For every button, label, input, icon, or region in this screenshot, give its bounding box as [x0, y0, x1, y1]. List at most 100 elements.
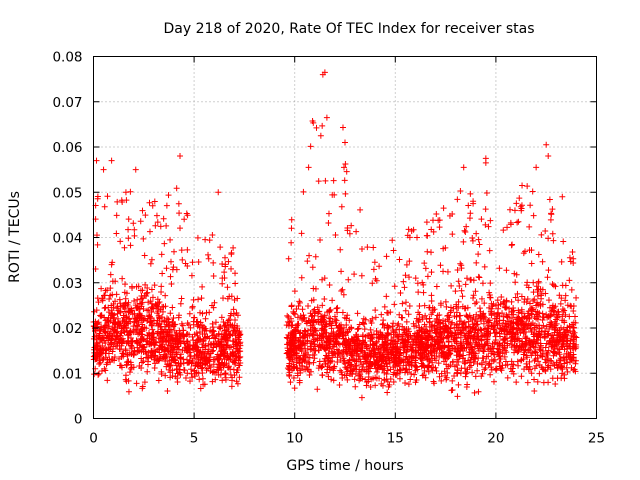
- data-point: [215, 360, 222, 367]
- data-point: [484, 333, 491, 340]
- data-point: [111, 330, 118, 337]
- data-point: [326, 282, 333, 289]
- data-point: [440, 205, 447, 212]
- data-point: [158, 370, 165, 377]
- data-point: [428, 249, 435, 256]
- data-point: [570, 307, 577, 314]
- data-point: [502, 323, 509, 330]
- data-point: [93, 332, 100, 339]
- data-point: [424, 363, 431, 370]
- data-point: [477, 326, 484, 333]
- data-point: [416, 302, 423, 309]
- data-point: [231, 297, 238, 304]
- data-point: [546, 196, 553, 203]
- data-point: [517, 329, 524, 336]
- data-point: [210, 272, 217, 279]
- data-point: [343, 342, 350, 349]
- data-point: [104, 377, 111, 384]
- data-point: [340, 164, 347, 171]
- data-point: [177, 300, 184, 307]
- data-point: [134, 340, 141, 347]
- data-point: [463, 223, 470, 230]
- data-point: [133, 327, 140, 334]
- data-point: [535, 339, 542, 346]
- data-point: [402, 362, 409, 369]
- data-point: [148, 331, 155, 338]
- data-point: [148, 286, 155, 293]
- data-point: [199, 375, 206, 382]
- data-point: [467, 328, 474, 335]
- data-point: [94, 320, 101, 327]
- data-point: [476, 241, 483, 248]
- data-point: [325, 373, 332, 380]
- data-point: [371, 259, 378, 266]
- data-point: [562, 297, 569, 304]
- data-point: [544, 314, 551, 321]
- data-point: [487, 371, 494, 378]
- data-point: [149, 305, 156, 312]
- data-point: [138, 296, 145, 303]
- y-tick-label: 0: [74, 412, 83, 428]
- data-point: [540, 379, 547, 386]
- data-point: [198, 365, 205, 372]
- data-point: [236, 340, 243, 347]
- data-point: [515, 297, 522, 304]
- data-point: [336, 382, 343, 389]
- data-point: [426, 315, 433, 322]
- data-point: [325, 220, 332, 227]
- data-point: [428, 321, 435, 328]
- data-point: [140, 235, 147, 242]
- data-point: [465, 202, 472, 209]
- data-point: [348, 222, 355, 229]
- data-point: [423, 323, 430, 330]
- data-point: [470, 198, 477, 205]
- data-point: [235, 357, 242, 364]
- data-point: [490, 358, 497, 365]
- data-point: [393, 340, 400, 347]
- data-point: [320, 333, 327, 340]
- data-point: [383, 253, 390, 260]
- data-point: [545, 235, 552, 242]
- data-point: [313, 124, 320, 131]
- data-point: [558, 258, 565, 265]
- data-point: [491, 310, 498, 317]
- data-point: [475, 355, 482, 362]
- data-point: [230, 244, 237, 251]
- data-point: [225, 317, 232, 324]
- data-point: [466, 351, 473, 358]
- data-point: [309, 264, 316, 271]
- data-point: [131, 232, 138, 239]
- data-point: [531, 387, 538, 394]
- data-point: [456, 353, 463, 360]
- data-point: [446, 314, 453, 321]
- data-point: [202, 315, 209, 322]
- data-point: [131, 319, 138, 326]
- data-point: [333, 317, 340, 324]
- x-tick-label: 20: [487, 431, 504, 447]
- data-point: [514, 342, 521, 349]
- data-point: [93, 356, 100, 363]
- data-point: [337, 367, 344, 374]
- data-point: [402, 299, 409, 306]
- data-point: [457, 188, 464, 195]
- data-point: [91, 308, 98, 315]
- data-point: [181, 216, 188, 223]
- data-point: [97, 326, 104, 333]
- data-point: [550, 311, 557, 318]
- data-point: [358, 361, 365, 368]
- data-point: [355, 325, 362, 332]
- data-point: [304, 332, 311, 339]
- data-point: [564, 327, 571, 334]
- data-point: [376, 263, 383, 270]
- data-point: [143, 292, 150, 299]
- data-point: [481, 366, 488, 373]
- data-point: [195, 296, 202, 303]
- data-point: [218, 351, 225, 358]
- data-point: [114, 323, 121, 330]
- data-point: [114, 303, 121, 310]
- data-point: [144, 289, 151, 296]
- data-point: [236, 374, 243, 381]
- data-point: [222, 263, 229, 270]
- data-point: [158, 283, 165, 290]
